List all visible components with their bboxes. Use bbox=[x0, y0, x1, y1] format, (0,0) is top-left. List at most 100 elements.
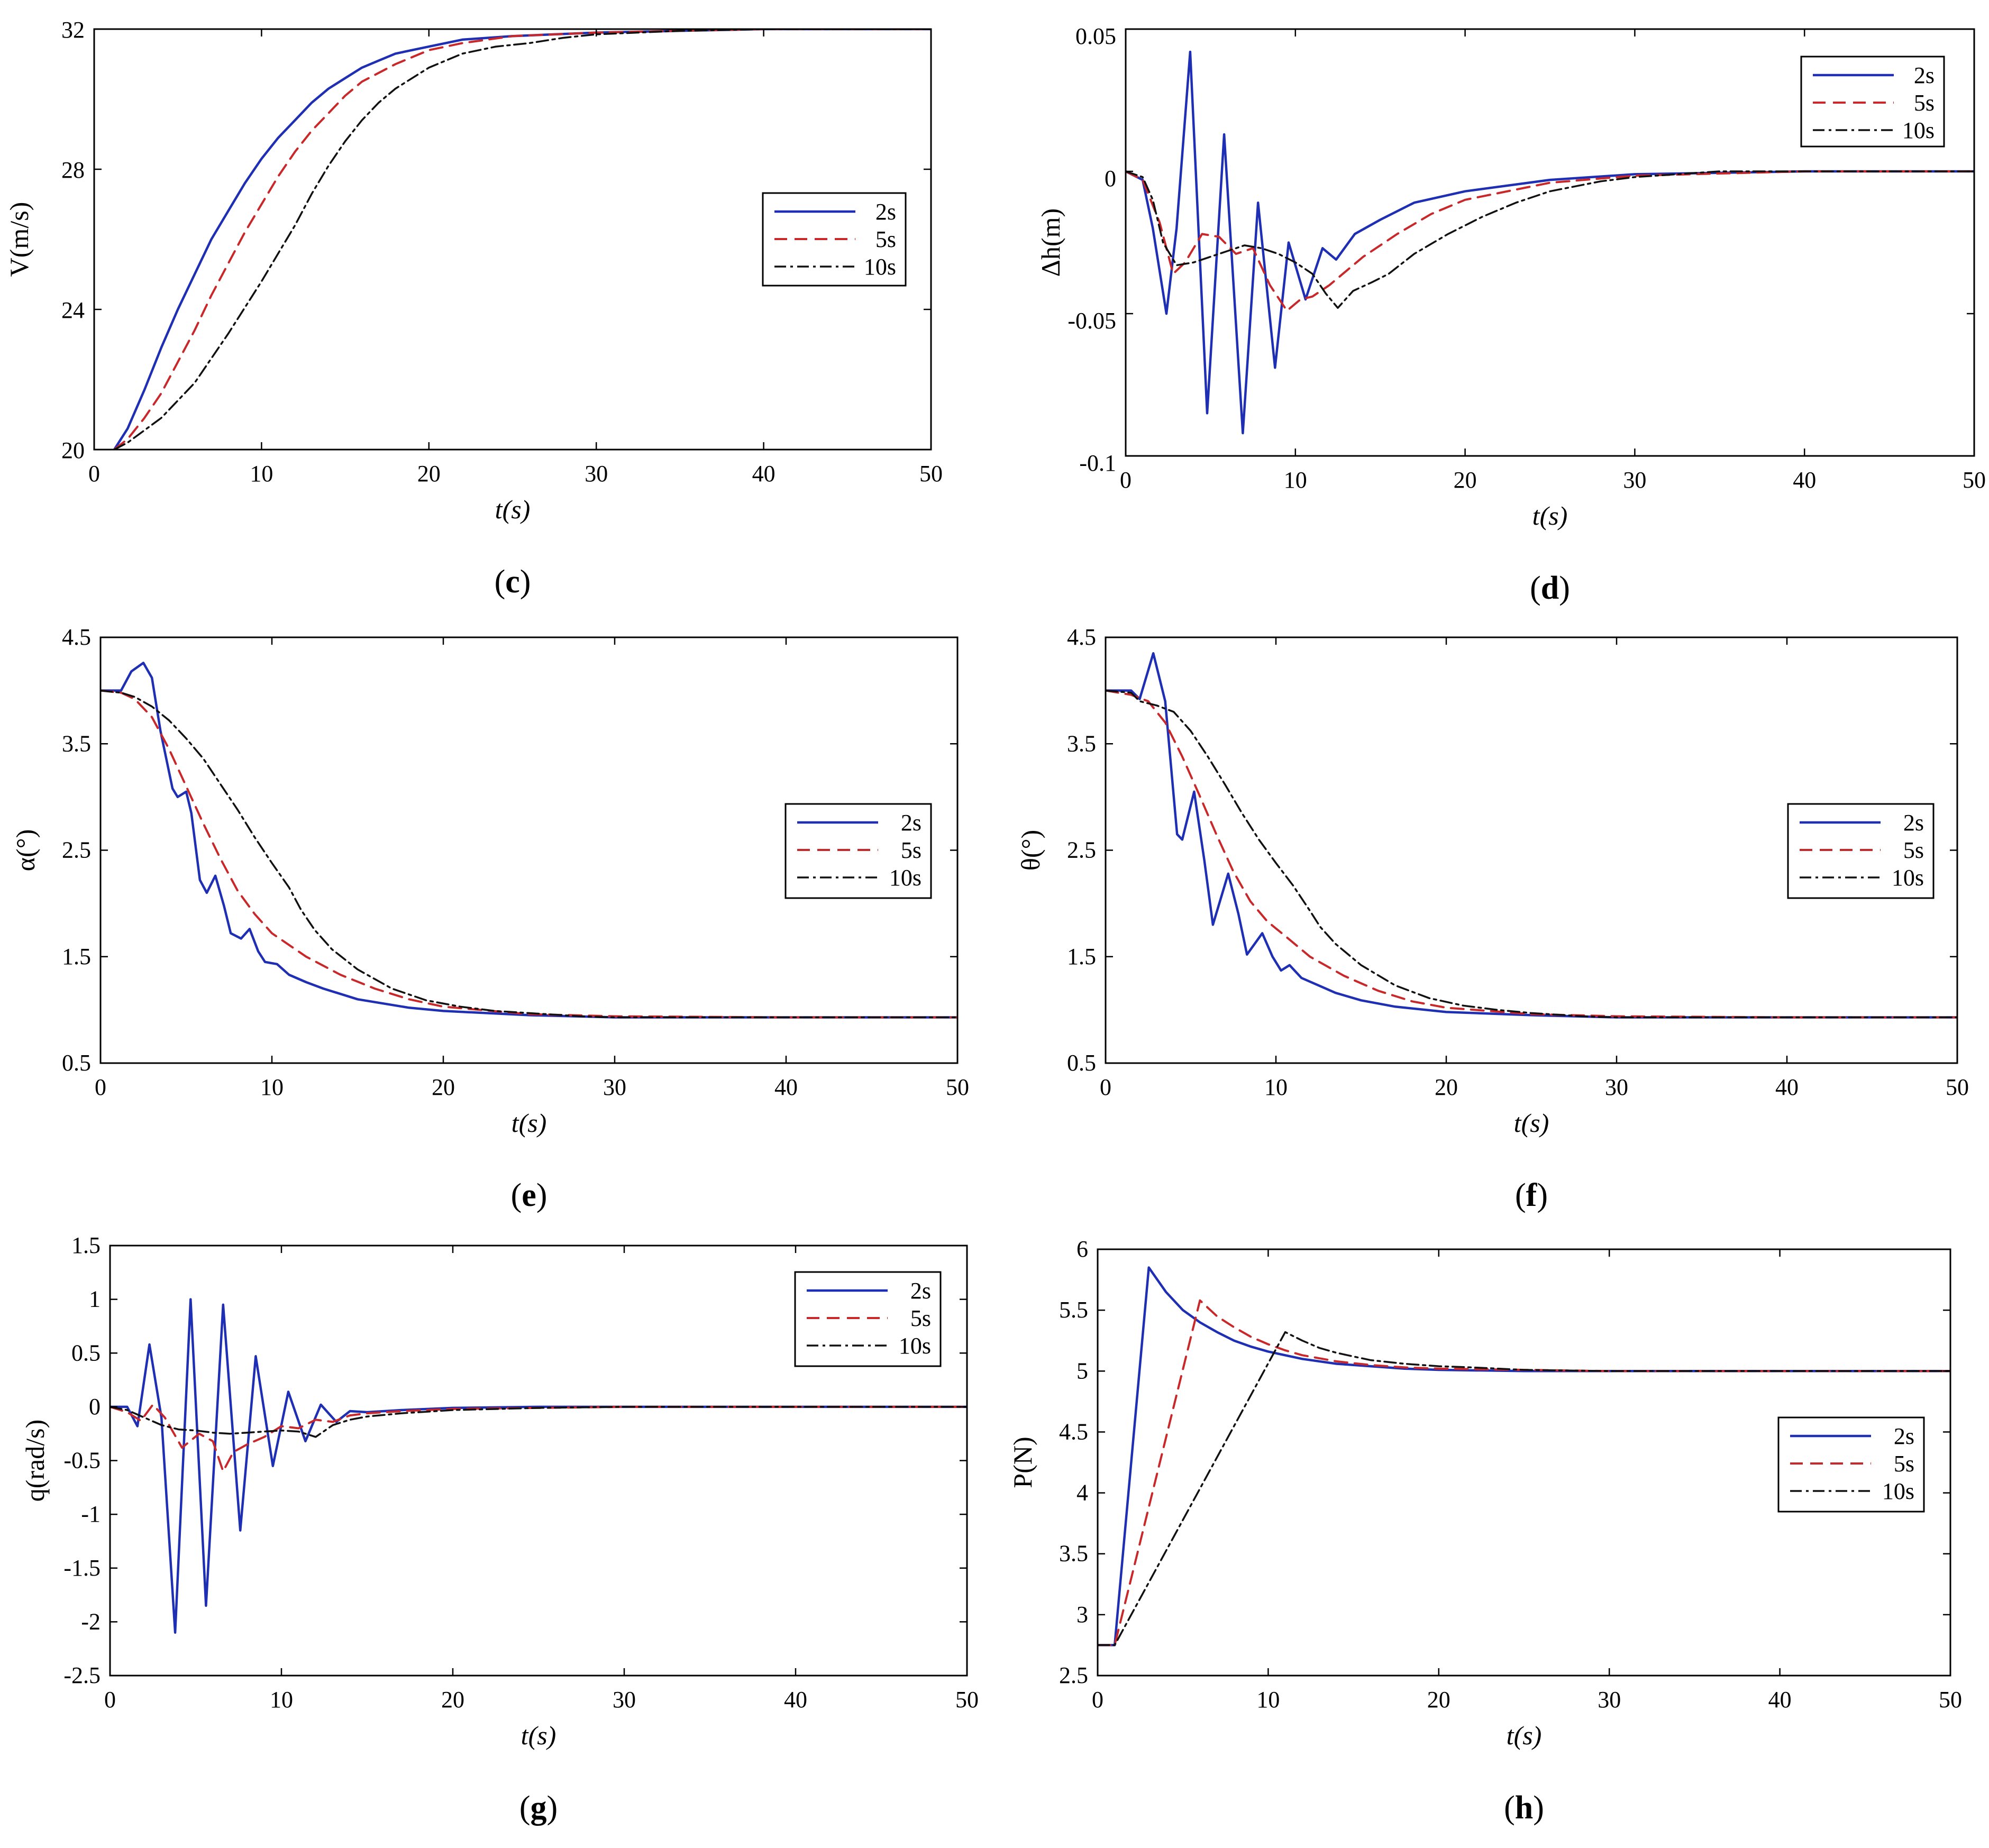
x-tick-label: 30 bbox=[613, 1687, 636, 1713]
y-tick-label: 24 bbox=[61, 297, 85, 323]
y-tick-label: 20 bbox=[61, 437, 85, 463]
legend-label-2s: 2s bbox=[1914, 62, 1935, 88]
subfigure-caption: (e) bbox=[511, 1177, 548, 1213]
y-tick-label: -0.05 bbox=[1068, 308, 1116, 334]
y-tick-label: 2.5 bbox=[1059, 1662, 1088, 1688]
y-tick-label: 0.05 bbox=[1075, 23, 1116, 49]
legend-label-10s: 10s bbox=[899, 1333, 931, 1359]
series-line-5s bbox=[1106, 689, 1957, 1019]
y-tick-label: 4.5 bbox=[1059, 1419, 1088, 1444]
legend-label-2s: 2s bbox=[1903, 810, 1924, 836]
y-tick-label: 3.5 bbox=[62, 730, 91, 756]
legend-label-10s: 10s bbox=[1902, 117, 1935, 143]
x-axis-label: t(s) bbox=[521, 1721, 556, 1750]
x-tick-label: 10 bbox=[1256, 1687, 1280, 1713]
x-axis-label: t(s) bbox=[1532, 501, 1568, 530]
x-axis-label: t(s) bbox=[1514, 1108, 1549, 1138]
x-tick-label: 30 bbox=[1623, 467, 1646, 493]
y-tick-label: 1 bbox=[89, 1286, 101, 1312]
series-line-10s bbox=[1106, 689, 1957, 1019]
x-tick-label: 50 bbox=[919, 461, 943, 487]
legend-label-5s: 5s bbox=[910, 1305, 931, 1331]
x-tick-label: 50 bbox=[1939, 1687, 1962, 1713]
x-tick-label: 0 bbox=[95, 1074, 106, 1100]
subfigure-caption: (c) bbox=[495, 564, 531, 600]
chart-e: 0 10 20 30 40 50 0.5 1.5 2.5 3.5 4.5 t(s) α(°) 2s5s10… bbox=[11, 624, 969, 1213]
x-tick-label: 10 bbox=[270, 1687, 293, 1713]
y-tick-label: 5.5 bbox=[1059, 1297, 1088, 1323]
y-tick-label: 1.5 bbox=[1067, 944, 1096, 969]
y-tick-label: 32 bbox=[61, 17, 85, 43]
series-line-10s bbox=[113, 29, 931, 450]
legend-label-2s: 2s bbox=[910, 1278, 931, 1304]
x-tick-label: 10 bbox=[260, 1074, 284, 1100]
x-tick-label: 10 bbox=[1284, 467, 1307, 493]
x-tick-label: 10 bbox=[250, 461, 273, 487]
x-tick-label: 40 bbox=[774, 1074, 798, 1100]
y-tick-label: 2.5 bbox=[1067, 837, 1096, 863]
x-tick-label: 20 bbox=[1454, 467, 1477, 493]
series-line-10s bbox=[101, 689, 957, 1019]
legend-label-10s: 10s bbox=[1892, 865, 1924, 891]
x-tick-label: 0 bbox=[88, 461, 100, 487]
legend-label-5s: 5s bbox=[901, 837, 921, 863]
subfigure-caption: (h) bbox=[1504, 1790, 1544, 1826]
legend-label-10s: 10s bbox=[864, 254, 896, 280]
legend-label-5s: 5s bbox=[1894, 1451, 1914, 1477]
x-tick-label: 0 bbox=[1100, 1074, 1111, 1100]
plot-frame bbox=[1097, 1248, 1951, 1677]
plot-frame bbox=[93, 28, 932, 451]
y-axis-label: Δh(m) bbox=[1036, 208, 1065, 277]
x-tick-label: 30 bbox=[585, 461, 608, 487]
y-tick-label: 6 bbox=[1076, 1236, 1088, 1262]
x-tick-label: 50 bbox=[946, 1074, 969, 1100]
x-tick-label: 30 bbox=[1598, 1687, 1621, 1713]
y-tick-label: 0.5 bbox=[62, 1050, 91, 1076]
subfigure-caption: (g) bbox=[519, 1790, 558, 1826]
y-tick-label: 28 bbox=[61, 157, 85, 183]
chart-f: 0 10 20 30 40 50 0.5 1.5 2.5 3.5 4.5 t(s) θ(°) 2s5s10… bbox=[1016, 624, 1969, 1213]
x-tick-label: 50 bbox=[1946, 1074, 1969, 1100]
x-tick-label: 0 bbox=[1120, 467, 1132, 493]
legend-label-5s: 5s bbox=[1903, 837, 1924, 863]
x-tick-label: 30 bbox=[603, 1074, 626, 1100]
y-tick-label: -0.5 bbox=[63, 1448, 101, 1474]
chart-g: 0 10 20 30 40 50 -2.5 -2 -1.5 -1 -0.5 0 0.5 1 1.5 t(s) q… bbox=[20, 1232, 979, 1826]
legend-label-2s: 2s bbox=[901, 810, 921, 836]
subfigure-caption: (d) bbox=[1530, 570, 1570, 606]
series-line-2s bbox=[1126, 50, 1974, 435]
series-line-5s bbox=[113, 29, 931, 450]
y-tick-label: 0 bbox=[89, 1394, 101, 1420]
y-tick-label: 1.5 bbox=[71, 1232, 101, 1258]
legend-label-10s: 10s bbox=[889, 865, 921, 891]
x-tick-label: 40 bbox=[1768, 1687, 1792, 1713]
series-line-2s bbox=[101, 662, 957, 1019]
x-tick-label: 40 bbox=[1793, 467, 1816, 493]
legend-label-5s: 5s bbox=[1914, 90, 1935, 116]
y-tick-label: 4.5 bbox=[62, 624, 91, 650]
x-tick-label: 20 bbox=[1435, 1074, 1458, 1100]
y-tick-label: -1.5 bbox=[63, 1555, 101, 1581]
y-tick-label: 0 bbox=[1105, 166, 1116, 191]
y-tick-label: 0.5 bbox=[71, 1340, 101, 1366]
plot-frame bbox=[1125, 28, 1975, 457]
series-line-5s bbox=[1098, 1299, 1950, 1646]
x-axis-label: t(s) bbox=[495, 495, 531, 524]
x-tick-label: 10 bbox=[1264, 1074, 1288, 1100]
x-tick-label: 0 bbox=[104, 1687, 116, 1713]
x-tick-label: 20 bbox=[1427, 1687, 1450, 1713]
y-tick-label: -2 bbox=[81, 1608, 101, 1634]
legend-label-5s: 5s bbox=[875, 226, 896, 252]
x-axis-label: t(s) bbox=[1507, 1721, 1542, 1750]
subfigure-caption: (f) bbox=[1515, 1177, 1548, 1213]
y-tick-label: 3.5 bbox=[1067, 730, 1096, 756]
legend-label-2s: 2s bbox=[1894, 1423, 1914, 1449]
x-tick-label: 20 bbox=[441, 1687, 464, 1713]
series-line-10s bbox=[110, 1406, 967, 1438]
chart-d: 0 10 20 30 40 50 -0.1 -0.05 0 0.05 t(s) Δh(m) 2s5s10… bbox=[1036, 23, 1986, 606]
